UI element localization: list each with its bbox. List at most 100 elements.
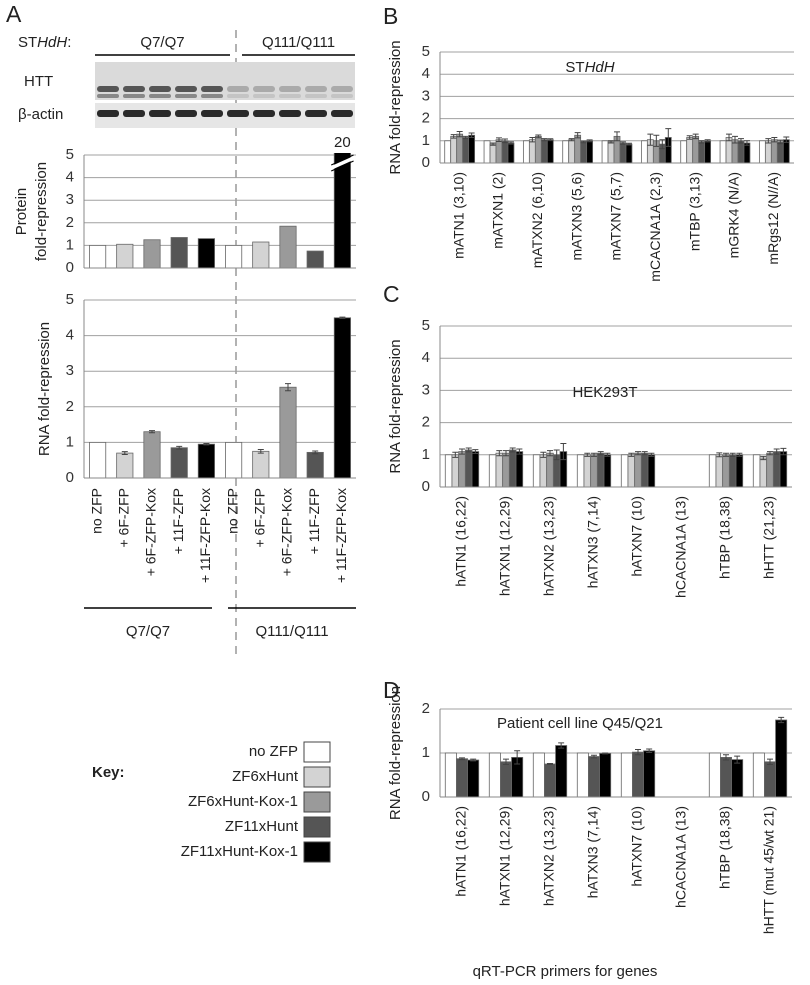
bar [779,451,788,487]
blot-band [175,110,197,117]
x-tick-label: + 11F-ZFP [306,488,322,554]
error-bar [490,142,497,146]
y-tick-label: 5 [66,146,74,163]
blot-band [227,94,249,98]
bars [89,153,351,268]
blot-band [279,110,301,117]
error-bar [729,452,736,457]
error-bar [507,141,514,145]
bar [583,454,592,487]
bar [720,757,732,797]
bar [607,141,615,163]
bar [306,250,324,268]
error-bar [777,139,784,145]
legend-swatch [303,791,331,813]
error-bar [604,452,611,457]
x-tick-label: mCACNA1A (2,3) [647,172,663,282]
error-bar [503,450,509,457]
bar [580,141,588,163]
x-tick-label: hTBP (18,38) [717,806,733,889]
bar [708,454,717,487]
blot-band [253,110,275,117]
error-bar [501,138,508,144]
x-tick-label: mTBP (3,13) [686,172,702,251]
annotation-part: ST [565,59,584,76]
x-tick-label: hATXN7 (10) [629,496,645,577]
y-tick-label: 1 [422,132,430,149]
bar [471,451,480,487]
x-tick-label: hHTT (mut 45/wt 21) [761,806,777,934]
axis-break-gap [330,156,355,170]
bar [764,140,772,163]
y-tick-label: 5 [422,43,430,60]
error-bar [635,748,641,756]
bar [444,140,452,163]
error-bar [312,450,319,455]
error-bar [580,140,587,144]
y-axis-label: fold-repression [33,162,50,261]
genotype-label: STHdH: [18,34,71,51]
bar [627,454,636,487]
x-tick-label: hCACNA1A (13) [673,806,689,908]
error-bar [778,716,785,724]
x-tick-label: hATXN3 (7,14) [585,806,601,898]
bars [89,316,351,478]
bar [590,454,598,487]
error-bar [760,455,767,461]
blot-band [97,110,119,117]
legend-title: Key: [92,764,125,781]
error-bar [659,139,666,150]
error-bar [503,758,509,765]
bar [576,454,585,487]
legend-label: ZF11xHunt [225,818,299,835]
bar [306,451,324,478]
bar [456,133,464,163]
bar [451,454,460,487]
bar [333,317,351,478]
x-tick-label: hATXN7 (10) [629,806,645,887]
bar [562,140,570,163]
legend-swatch [303,766,331,788]
error-bar [591,452,597,457]
blot-band [149,110,171,117]
error-bar [726,133,733,142]
value-label: 20 [334,134,351,151]
blot-band [149,94,171,98]
bar [698,141,706,163]
error-bar [783,136,790,143]
bar [522,140,530,163]
bar [708,752,721,797]
bar [634,452,642,487]
blot-group-label: Q7/Q7 [140,34,184,51]
blot-band [279,94,301,98]
bar [625,143,633,163]
bar [686,137,694,163]
bar [279,225,297,268]
x-tick-label: hTBP (18,38) [717,496,733,579]
y-tick-label: 4 [422,349,430,366]
bar [743,142,751,163]
legend-swatch [303,841,331,863]
bars [444,716,788,797]
blot-band [123,94,145,98]
annotation: STHdH [565,59,614,76]
legend-label: ZF11xHunt-Kox-1 [181,843,298,860]
panel-letter: B [383,3,398,29]
bar [719,140,727,163]
bar [555,745,568,797]
bar [568,139,576,163]
blot-band [227,86,249,92]
bar [752,752,765,797]
error-bar [736,452,743,457]
y-tick-label: 2 [422,110,430,127]
error-bar [257,449,264,454]
bar [333,153,351,268]
bar [782,139,790,163]
bar [458,451,466,487]
blot-band [305,110,327,117]
bar [170,237,188,268]
blot-band [305,86,327,92]
error-bar [516,448,523,455]
error-bar [465,447,472,453]
bar [603,454,612,487]
